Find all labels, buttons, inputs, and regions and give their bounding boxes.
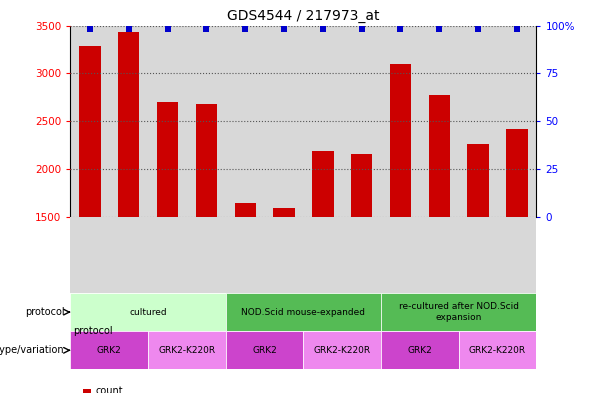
Text: GRK2: GRK2 [408, 346, 432, 355]
Bar [381, 293, 536, 331]
Point [435, 26, 444, 33]
Bar [312, 151, 333, 217]
Point [202, 26, 211, 33]
Text: GRK2: GRK2 [252, 346, 277, 355]
Title: GDS4544 / 217973_at: GDS4544 / 217973_at [227, 9, 379, 23]
Bar [109, 26, 148, 217]
Bar [381, 26, 420, 217]
Bar [459, 217, 498, 293]
Bar [303, 217, 342, 293]
Bar [79, 46, 101, 217]
Bar [226, 331, 303, 369]
Bar [273, 208, 295, 217]
Bar [390, 64, 411, 217]
Bar [226, 26, 265, 217]
Bar [420, 217, 459, 293]
Bar [235, 203, 256, 217]
Bar [428, 95, 450, 217]
Text: protocol: protocol [25, 307, 64, 317]
Bar [498, 217, 536, 293]
Bar [381, 217, 420, 293]
Bar [70, 331, 148, 369]
Bar [148, 217, 187, 293]
Bar [148, 331, 226, 369]
Bar [226, 293, 381, 331]
Bar [118, 32, 139, 217]
Point [395, 26, 405, 33]
Bar [468, 144, 489, 217]
Bar [265, 217, 303, 293]
Bar [459, 331, 536, 369]
Bar [381, 331, 459, 369]
Bar [351, 154, 372, 217]
Point [124, 26, 134, 33]
Bar [303, 26, 342, 217]
Bar [109, 217, 148, 293]
Text: re-cultured after NOD.Scid
expansion: re-cultured after NOD.Scid expansion [398, 302, 519, 322]
Bar [342, 217, 381, 293]
Point [357, 26, 367, 33]
Text: protocol: protocol [73, 326, 112, 336]
Point [512, 26, 522, 33]
Bar [342, 26, 381, 217]
Text: GRK2-K220R: GRK2-K220R [158, 346, 216, 355]
Bar [459, 26, 498, 217]
Bar [420, 26, 459, 217]
Bar [498, 26, 536, 217]
Bar [265, 26, 303, 217]
Bar [196, 104, 217, 217]
Bar [70, 217, 109, 293]
Bar [148, 26, 187, 217]
Text: NOD.Scid mouse-expanded: NOD.Scid mouse-expanded [242, 308, 365, 317]
Point [85, 26, 95, 33]
Text: GRK2: GRK2 [97, 346, 122, 355]
Text: GRK2-K220R: GRK2-K220R [314, 346, 371, 355]
Bar [303, 331, 381, 369]
Point [279, 26, 289, 33]
Bar [157, 102, 178, 217]
Point [473, 26, 483, 33]
Bar [506, 129, 528, 217]
Point [162, 26, 172, 33]
Bar [187, 217, 226, 293]
Bar [70, 26, 109, 217]
Bar [187, 26, 226, 217]
Point [318, 26, 328, 33]
Bar [70, 293, 226, 331]
Bar [226, 217, 265, 293]
Point [240, 26, 250, 33]
Text: genotype/variation: genotype/variation [0, 345, 64, 355]
Text: cultured: cultured [129, 308, 167, 317]
Text: GRK2-K220R: GRK2-K220R [469, 346, 526, 355]
Text: count: count [95, 386, 123, 393]
